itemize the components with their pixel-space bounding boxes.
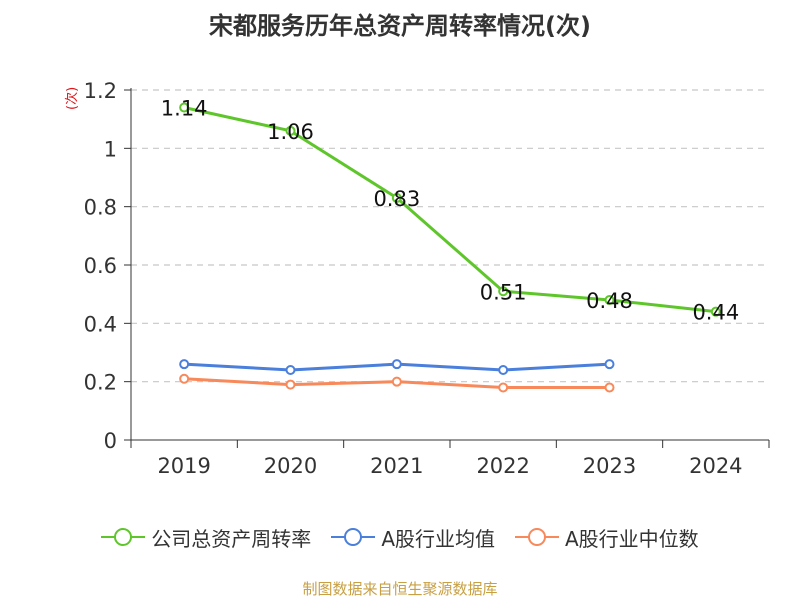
y-tick-label: 1.2 (84, 79, 117, 103)
x-tick-label: 2020 (264, 454, 317, 478)
legend-marker-company (101, 528, 146, 546)
data-point[interactable] (179, 373, 190, 384)
y-tick-label: 0.4 (84, 312, 117, 336)
legend-label-industry-mean: A股行业均值 (381, 526, 495, 551)
data-point[interactable] (391, 376, 402, 387)
data-point[interactable] (285, 365, 296, 375)
data-label: 0.48 (586, 289, 633, 313)
line-chart: 0 0.2 0.4 0.6 0.8 1 1.2 2019 2020 2021 2022 2023 202… (84, 79, 770, 478)
data-point[interactable] (604, 359, 615, 370)
gridlines (131, 89, 769, 383)
axes: 0 0.2 0.4 0.6 0.8 1 1.2 2019 2020 2021 2022 2023 202… (84, 79, 770, 478)
legend-marker-industry-median (515, 528, 559, 546)
data-point[interactable] (391, 359, 402, 370)
data-point[interactable] (179, 359, 190, 370)
data-label: 1.14 (161, 97, 208, 121)
data-label: 1.06 (267, 120, 314, 144)
data-source-note: 制图数据来自恒生聚源数据库 (302, 580, 498, 598)
data-point[interactable] (391, 192, 402, 203)
y-tick-label: 0.8 (84, 196, 117, 220)
y-tick-label: 0.6 (84, 254, 117, 278)
series-line-0 (183, 106, 716, 314)
legend-marker-industry-mean (331, 528, 376, 546)
data-point[interactable] (179, 102, 190, 113)
y-tick-label: 0 (104, 429, 117, 453)
data-point[interactable] (710, 306, 721, 317)
data-labels: 1.14 1.06 0.83 0.51 0.48 0.44 (161, 97, 739, 325)
data-point[interactable] (498, 365, 509, 375)
x-tick-label: 2023 (583, 454, 636, 478)
x-tick-label: 2024 (689, 454, 742, 478)
data-label: 0.44 (692, 301, 739, 325)
data-label: 0.51 (480, 280, 527, 304)
x-tick-label: 2021 (370, 454, 423, 478)
data-point[interactable] (604, 382, 615, 393)
legend: 公司总资产周转率 A股行业均值 A股行业中位数 (0, 520, 800, 554)
legend-label-company: 公司总资产周转率 (151, 526, 312, 551)
data-point[interactable] (498, 382, 509, 393)
legend-label-industry-median: A股行业中位数 (565, 526, 699, 551)
data-point[interactable] (285, 379, 296, 390)
data-point[interactable] (498, 286, 509, 297)
data-point[interactable] (604, 295, 615, 305)
series (179, 102, 721, 393)
x-tick-label: 2019 (157, 454, 210, 478)
data-label: 0.83 (373, 187, 420, 211)
legend-item-company[interactable]: 公司总资产周转率 (101, 523, 311, 552)
legend-item-industry-mean[interactable]: A股行业均值 (331, 523, 495, 552)
y-tick-label: 0.2 (84, 371, 117, 395)
legend-item-industry-median[interactable]: A股行业中位数 (515, 523, 699, 552)
x-tick-label: 2022 (476, 454, 529, 478)
y-tick-label: 1 (104, 137, 117, 161)
chart-title: 宋都服务历年总资产周转率情况(次) (209, 12, 591, 40)
data-point[interactable] (285, 125, 296, 136)
